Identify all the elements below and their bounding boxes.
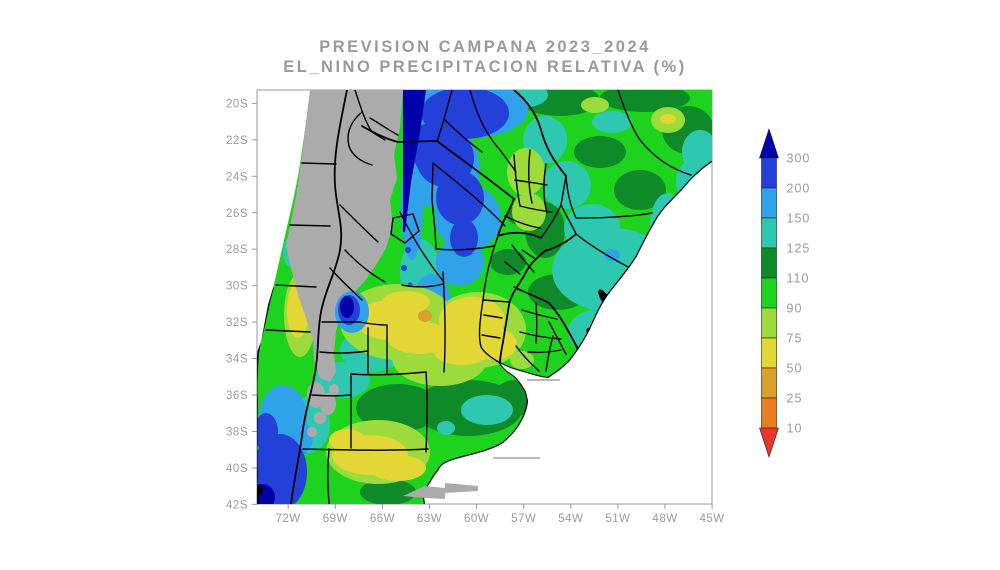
y-tick-label: 28S bbox=[226, 244, 248, 256]
colorbar-label: 10 bbox=[787, 422, 803, 436]
colorbar-label: 25 bbox=[787, 392, 803, 406]
zone-25-50 bbox=[418, 310, 432, 322]
y-tick-label: 40S bbox=[226, 463, 248, 475]
colorbar-label: 75 bbox=[787, 332, 803, 346]
contour-field bbox=[249, 82, 718, 510]
precipitation-forecast-map-page: PREVISION CAMPANA 2023_2024 EL_NINO PREC… bbox=[0, 0, 1000, 570]
x-tick-label: 45W bbox=[700, 513, 725, 525]
colorbar-label: 200 bbox=[787, 182, 811, 196]
x-tick-label: 63W bbox=[417, 513, 442, 525]
x-tick-label: 69W bbox=[323, 513, 348, 525]
x-tick-label: 54W bbox=[558, 513, 583, 525]
x-tick-label: 57W bbox=[511, 513, 536, 525]
x-tick-label: 51W bbox=[605, 513, 630, 525]
y-tick-label: 34S bbox=[226, 354, 248, 366]
border-neuquen-north bbox=[312, 395, 351, 396]
colorbar-label: 125 bbox=[787, 242, 811, 256]
colorbar-label: 150 bbox=[787, 212, 811, 226]
y-tick-label: 42S bbox=[226, 499, 248, 511]
y-tick-label: 22S bbox=[226, 135, 248, 147]
andes-blue-pocket bbox=[335, 291, 369, 333]
y-tick-label: 26S bbox=[226, 208, 248, 220]
x-tick-label: 72W bbox=[276, 513, 301, 525]
y-tick-label: 20S bbox=[226, 98, 248, 110]
colorbar-label: 110 bbox=[787, 272, 810, 286]
y-tick-label: 30S bbox=[226, 281, 248, 293]
colorbar-legend: 300 200 150 125 110 90 75 50 25 10 bbox=[760, 129, 811, 457]
x-tick-label: 48W bbox=[652, 513, 677, 525]
colorbar-label: 90 bbox=[787, 302, 803, 316]
y-tick-label: 32S bbox=[226, 317, 248, 329]
y-tick-label: 38S bbox=[226, 426, 248, 438]
colorbar-label: 300 bbox=[787, 152, 811, 166]
map-canvas: 72W 69W 66W 63W 60W 57W 54W 51W 48W 45W 20S 22S 24S 2… bbox=[0, 0, 1000, 570]
y-tick-label: 24S bbox=[226, 171, 248, 183]
x-tick-label: 60W bbox=[464, 513, 489, 525]
x-tick-label: 66W bbox=[370, 513, 395, 525]
colorbar-label: 50 bbox=[787, 362, 803, 376]
y-tick-label: 36S bbox=[226, 390, 248, 402]
